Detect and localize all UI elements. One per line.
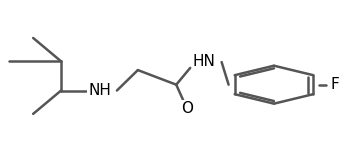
Text: NH: NH — [88, 83, 111, 98]
Text: HN: HN — [193, 54, 216, 69]
Text: F: F — [331, 77, 340, 92]
Text: O: O — [181, 101, 193, 115]
